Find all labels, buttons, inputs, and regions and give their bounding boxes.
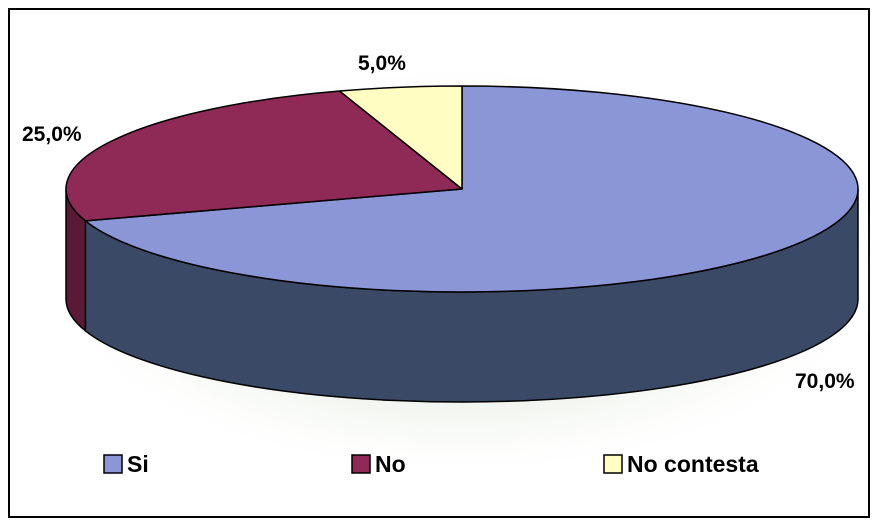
legend-swatch-no-contesta	[603, 454, 623, 474]
legend-label-si: Si	[127, 451, 149, 477]
legend-swatch-si	[103, 454, 123, 474]
pie-slice-no	[65, 90, 463, 222]
data-label-no-contesta: 5,0%	[358, 52, 406, 75]
legend-swatch-no	[351, 454, 371, 474]
pie-slice-no-contesta	[338, 85, 463, 190]
pie-slice-si	[84, 85, 859, 293]
legend-label-no: No	[375, 451, 406, 477]
legend: Si No No contesta	[103, 451, 759, 477]
pie-top	[65, 85, 859, 293]
data-label-si: 70,0%	[795, 370, 855, 393]
data-label-no: 25,0%	[22, 123, 82, 146]
pie-sides	[65, 188, 859, 403]
legend-label-no-contesta: No contesta	[627, 451, 759, 477]
